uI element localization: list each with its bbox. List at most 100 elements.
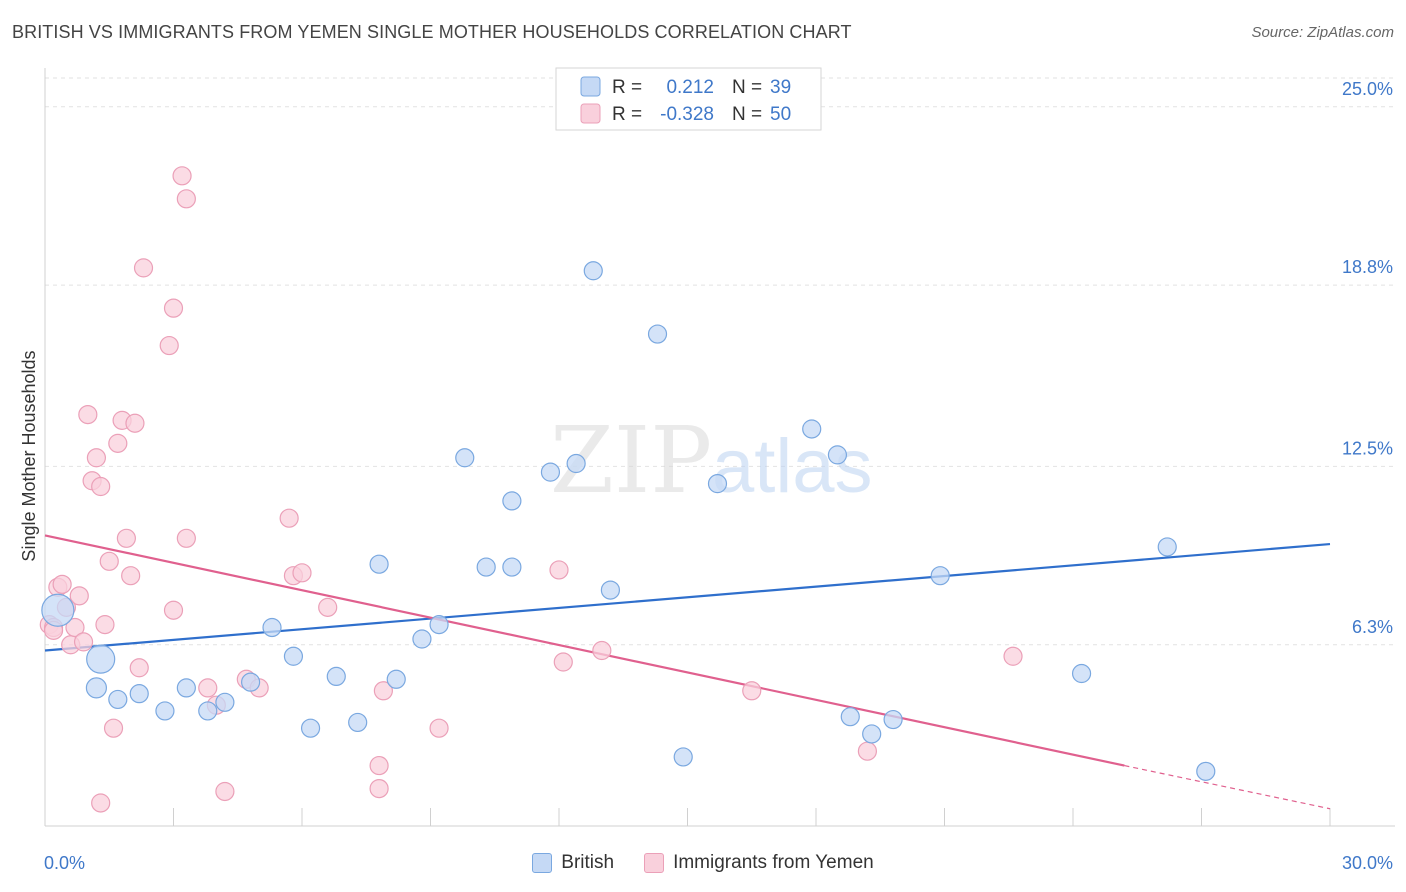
x-tick-label: 30.0% xyxy=(1342,853,1393,873)
y-tick-label: 6.3% xyxy=(1352,617,1393,637)
british-point xyxy=(1157,537,1177,557)
british-point xyxy=(502,557,522,577)
british-point xyxy=(86,644,116,674)
british-point xyxy=(862,724,882,744)
y-axis-label-group: Single Mother Households xyxy=(19,350,39,561)
yemen-point xyxy=(108,433,128,453)
data-points xyxy=(39,166,1216,813)
british-point xyxy=(476,557,496,577)
yemen-point xyxy=(86,448,107,468)
british-point xyxy=(583,261,603,281)
british-point xyxy=(198,701,218,721)
legend-item-yemen[interactable]: Immigrants from Yemen xyxy=(644,852,874,874)
yemen-point xyxy=(52,574,72,594)
trend-lines xyxy=(44,534,1331,810)
legend-n-label: N = xyxy=(732,104,762,125)
british-point xyxy=(412,629,432,649)
british-point xyxy=(241,672,261,692)
british-point xyxy=(129,684,149,704)
british-point xyxy=(386,669,406,689)
british-point xyxy=(883,709,903,730)
yemen-trend-extension xyxy=(1124,764,1331,810)
yemen-point xyxy=(292,563,312,583)
british-point xyxy=(215,692,235,712)
yemen-point xyxy=(91,476,111,497)
british-point xyxy=(455,448,475,468)
yemen-point xyxy=(198,678,218,698)
british-point xyxy=(502,491,522,511)
yemen-point xyxy=(69,586,89,606)
yemen-point xyxy=(279,508,299,528)
british-point xyxy=(673,747,693,767)
yemen-point xyxy=(163,600,184,620)
yemen-point xyxy=(176,189,196,209)
yemen-point xyxy=(429,718,449,738)
yemen-point xyxy=(91,793,111,813)
yemen-point xyxy=(369,778,389,799)
yemen-point xyxy=(65,617,85,638)
british-point xyxy=(707,474,728,494)
legend-bottom: British Immigrants from Yemen xyxy=(0,852,1406,874)
yemen-point xyxy=(78,405,98,425)
y-tick-label: 12.5% xyxy=(1342,438,1393,458)
british-point xyxy=(262,617,282,638)
yemen-point xyxy=(373,681,393,701)
chart-title: BRITISH VS IMMIGRANTS FROM YEMEN SINGLE … xyxy=(12,22,852,42)
legend-yemen-swatch xyxy=(580,103,601,124)
x-tick-label: 0.0% xyxy=(44,853,85,873)
gridlines xyxy=(45,77,1395,646)
british-point xyxy=(827,445,848,465)
yemen-point xyxy=(318,597,338,617)
yemen-point xyxy=(742,681,762,701)
yemen-point xyxy=(99,551,119,571)
british-trend-line xyxy=(44,542,1331,652)
legend-n-label: N = xyxy=(732,77,762,98)
british-point xyxy=(566,453,586,474)
yemen-point xyxy=(172,166,192,186)
british-point xyxy=(300,718,321,738)
british-point xyxy=(600,580,621,600)
yemen-point xyxy=(857,741,878,761)
legend-r-label: R = xyxy=(612,104,642,125)
legend-r-value: 0.212 xyxy=(666,77,714,98)
legend-british-swatch xyxy=(580,76,601,97)
legend-n-value: 39 xyxy=(770,77,791,98)
british-point xyxy=(930,566,950,586)
watermark-atlas: atlas xyxy=(712,424,873,509)
british-point xyxy=(429,615,449,635)
british-point xyxy=(1196,761,1216,781)
yemen-point xyxy=(1003,646,1023,666)
british-point xyxy=(369,554,389,574)
british-point xyxy=(283,646,304,666)
british-point xyxy=(85,677,108,699)
yemen-swatch xyxy=(644,853,665,873)
british-point xyxy=(326,666,346,687)
british-point xyxy=(802,419,822,439)
british-point xyxy=(155,701,175,721)
yemen-trend-line xyxy=(44,534,1125,767)
yemen-point xyxy=(215,781,235,802)
yemen-point xyxy=(129,658,149,678)
yemen-point xyxy=(103,718,124,738)
yemen-point xyxy=(73,632,94,652)
legend-stats: R = 0.212 N = 39 R = -0.328 N = 50 xyxy=(555,67,822,131)
british-swatch xyxy=(532,853,553,873)
legend-n-value: 50 xyxy=(770,104,791,125)
british-point xyxy=(176,678,196,698)
yemen-point xyxy=(116,528,136,548)
yemen-point xyxy=(133,258,154,278)
yemen-point xyxy=(549,560,569,580)
tick-labels: 6.3% 12.5% 18.8% 25.0% 0.0% 30.0% xyxy=(44,79,1393,873)
yemen-point xyxy=(369,755,389,776)
british-point xyxy=(840,707,860,727)
watermark: ZIP atlas xyxy=(550,407,873,514)
legend-r-value: -0.328 xyxy=(660,104,714,125)
legend-r-label: R = xyxy=(612,77,642,98)
british-point xyxy=(647,324,668,344)
legend-item-british[interactable]: British xyxy=(532,852,614,874)
yemen-point xyxy=(553,652,573,672)
british-point xyxy=(1071,663,1092,684)
british-point xyxy=(540,462,561,482)
british-legend-label: British xyxy=(561,852,615,873)
